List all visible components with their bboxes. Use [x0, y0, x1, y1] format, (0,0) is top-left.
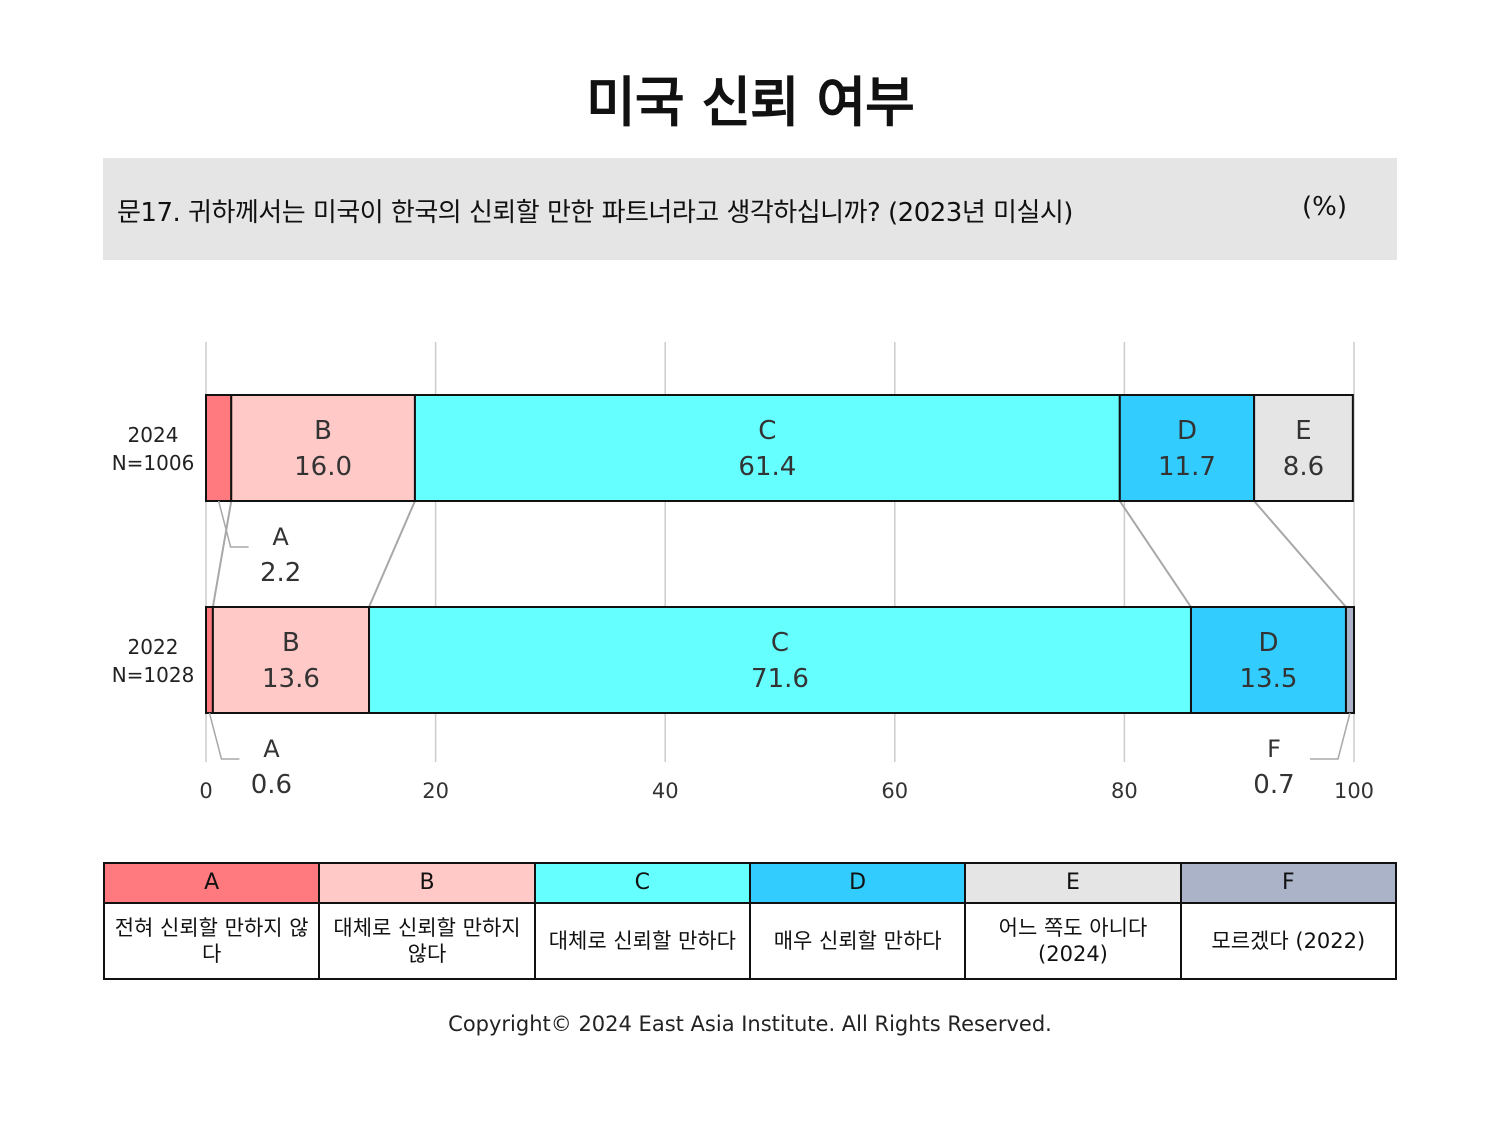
legend-key-f: F: [1179, 862, 1398, 904]
bar-key-label: D: [1177, 416, 1197, 446]
x-tick-label: 100: [1334, 779, 1374, 803]
legend-label-c: 대체로 신뢰할 만하다: [533, 902, 751, 980]
bar-segment-b: [230, 394, 416, 502]
bar-segment-e: [1253, 394, 1354, 502]
callout-line: [217, 500, 249, 548]
data-label: 61.4: [738, 452, 796, 482]
bar-segment-c: [413, 394, 1121, 502]
callout-line: [1309, 712, 1351, 760]
x-tick-label: 0: [199, 779, 212, 803]
x-tick-label: 80: [1111, 779, 1138, 803]
x-tick-label: 40: [652, 779, 679, 803]
bar-segment-d: [1118, 394, 1256, 502]
connector-line: [1253, 500, 1347, 608]
bar-key-label: B: [282, 628, 300, 658]
callout-value-label: 0.7: [1253, 770, 1294, 800]
legend-key-a: A: [102, 862, 321, 904]
bar-segment-a: [205, 394, 233, 502]
legend-label-b: 대체로 신뢰할 만하지 않다: [318, 902, 536, 980]
row-year-label: 2022: [128, 635, 179, 659]
stacked-bar-chart: 0 20 40 60 80 100 2024 N=1006 A 2.2 B 16.0 C 61.4 D 11.…: [112, 342, 1374, 803]
callout-value-label: 2.2: [260, 558, 301, 588]
bar-segment-f: [1344, 606, 1355, 714]
data-label: 16.0: [294, 452, 352, 482]
callout-key-label: F: [1267, 735, 1281, 763]
callout-value-label: 0.6: [251, 770, 292, 800]
bar-segment-d: [1189, 606, 1347, 714]
legend-label-f: 모르겠다 (2022): [1179, 902, 1398, 980]
row-year-label: 2024: [128, 423, 179, 447]
legend-label-row: 전혀 신뢰할 만하지 않다 대체로 신뢰할 만하지 않다 대체로 신뢰할 만하다 매우…: [102, 902, 1398, 980]
data-label: 71.6: [751, 664, 809, 694]
bar-segment-b: [211, 606, 371, 714]
legend-key-b: B: [318, 862, 536, 904]
bar-segment-c: [368, 606, 1192, 714]
data-label: 8.6: [1283, 452, 1324, 482]
data-label: 13.6: [262, 664, 320, 694]
connector-line: [211, 500, 233, 608]
bar-key-label: C: [771, 628, 789, 658]
bar-key-label: B: [314, 416, 332, 446]
data-label: 11.7: [1158, 452, 1216, 482]
legend-label-e: 어느 쪽도 아니다 (2024): [964, 902, 1182, 980]
row-n-label: N=1006: [112, 451, 195, 475]
callout-key-label: A: [272, 523, 289, 551]
chart-title: 미국 신뢰 여부: [586, 71, 915, 134]
callout-key-label: A: [263, 735, 280, 763]
legend-key-d: D: [748, 862, 967, 904]
row-n-label: N=1028: [112, 663, 195, 687]
connector-line: [368, 500, 416, 608]
legend-key-e: E: [964, 862, 1182, 904]
question-text: 문17. 귀하께서는 미국이 한국의 신뢰할 만한 파트너라고 생각하십니까? …: [117, 198, 1073, 228]
legend-label-a: 전혀 신뢰할 만하지 않다: [102, 902, 321, 980]
connector-line: [1118, 500, 1192, 608]
copyright-footer: Copyright© 2024 East Asia Institute. All…: [448, 1012, 1052, 1036]
bar-segment-a: [205, 606, 214, 714]
x-tick-label: 20: [422, 779, 449, 803]
bar-key-label: D: [1258, 628, 1278, 658]
x-tick-label: 60: [881, 779, 908, 803]
bar-key-label: C: [758, 416, 776, 446]
data-label: 13.5: [1240, 664, 1298, 694]
question-box: 문17. 귀하께서는 미국이 한국의 신뢰할 만한 파트너라고 생각하십니까? …: [103, 158, 1397, 260]
callout-line: [208, 712, 240, 760]
bar-key-label: E: [1295, 416, 1311, 446]
unit-label: (%): [1302, 192, 1347, 222]
legend-key-c: C: [533, 862, 751, 904]
legend-label-d: 매우 신뢰할 만하다: [748, 902, 967, 980]
